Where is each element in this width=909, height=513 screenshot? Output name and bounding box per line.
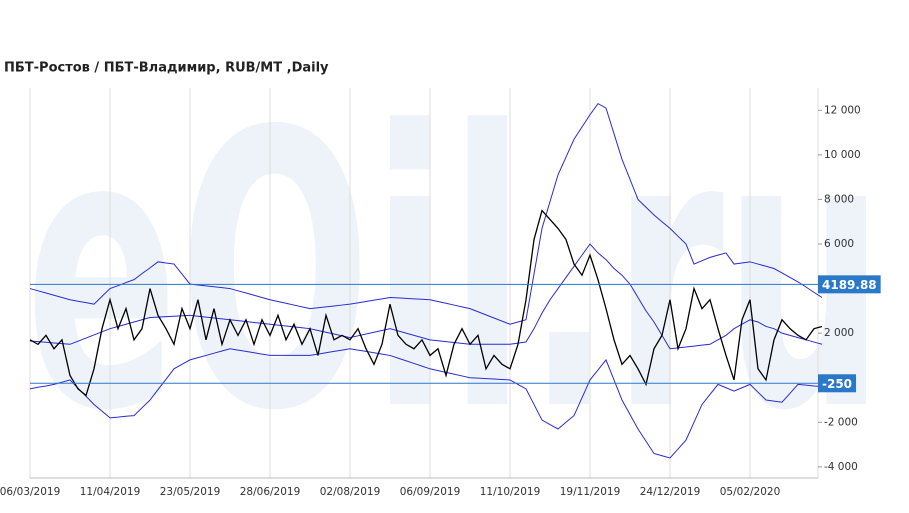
y-tick-label: 8 000 (824, 193, 854, 205)
band-line (29, 102, 823, 325)
y-tick-label: 2 000 (824, 327, 854, 339)
x-tick-label: 06/09/2019 (400, 486, 461, 498)
x-tick-label: 28/06/2019 (240, 486, 301, 498)
x-tick-label: 11/10/2019 (480, 486, 541, 498)
x-tick-label: 02/08/2019 (320, 486, 381, 498)
x-tick-label: 24/12/2019 (640, 486, 701, 498)
reference-label: -250 (822, 377, 852, 391)
y-tick-label: -2 000 (824, 416, 858, 428)
y-tick-label: 12 000 (824, 104, 861, 116)
y-tick-label: 10 000 (824, 149, 861, 161)
x-tick-label: 05/02/2020 (720, 486, 781, 498)
watermark: eOil.ru (25, 51, 885, 494)
reference-label-box (818, 374, 857, 393)
chart-title: ПБТ-Ростов / ПБТ-Владимир, RUB/MT ,Daily (4, 61, 329, 76)
x-tick-label: 11/04/2019 (80, 486, 141, 498)
band-line (29, 348, 823, 459)
reference-label-box (818, 275, 881, 294)
x-tick-label: 19/11/2019 (560, 486, 621, 498)
reference-label: 4189.88 (822, 278, 877, 292)
band-line (29, 243, 823, 350)
price-line (29, 209, 823, 397)
x-tick-label: 23/05/2019 (160, 486, 221, 498)
y-tick-label: -4 000 (824, 461, 858, 473)
x-tick-label: 06/03/2019 (0, 486, 60, 498)
y-tick-label: 6 000 (824, 238, 854, 250)
